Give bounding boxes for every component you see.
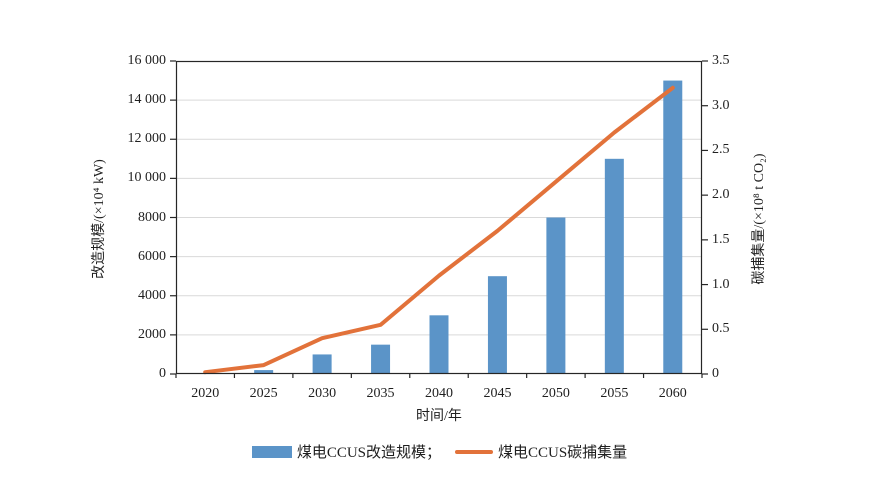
y-left-tick-label: 10 000: [127, 170, 167, 186]
trend-line: [203, 85, 675, 375]
x-axis-title: 时间/年: [416, 409, 462, 424]
y-right-tick-label: 0: [712, 366, 719, 381]
bar-2055: [604, 158, 624, 374]
y-right-tick-label: 0.5: [712, 321, 730, 337]
line-series-swatch: [455, 449, 493, 454]
y-right-tick-label: 2.5: [712, 142, 730, 158]
bar-2050: [546, 217, 566, 374]
x-tick-label: 2060: [658, 386, 687, 401]
bar-2040: [429, 315, 449, 374]
bar-2060: [663, 80, 683, 374]
y-right-tick-label: 1.0: [712, 276, 730, 292]
x-tick-label: 2040: [425, 386, 453, 401]
y-axis-right-title: 碳捕集量/(×10⁸ t CO₂): [752, 153, 767, 285]
legend-label-line-series: 煤电CCUS碳捕集量: [498, 445, 628, 461]
bar-2025: [254, 370, 274, 374]
bar-series-swatch: [251, 445, 292, 458]
y-right-tick-label: 3.5: [712, 53, 730, 68]
x-tick-label: 2035: [366, 386, 395, 401]
bar-2045: [487, 276, 507, 374]
y-left-tick-label: 8000: [138, 209, 166, 225]
legend: 煤电CCUS改造规模； 煤电CCUS碳捕集量: [0, 441, 879, 462]
x-tick-label: 2020: [191, 386, 220, 401]
plot-border: [175, 60, 703, 375]
x-tick-label: 2030: [308, 386, 337, 401]
bar-2035: [371, 344, 391, 374]
y-right-tick-label: 2.0: [712, 187, 730, 203]
y-left-tick-label: 12 000: [127, 131, 167, 147]
y-left-tick-label: 4000: [138, 287, 166, 303]
legend-label-bar-series: 煤电CCUS改造规模；: [296, 445, 441, 461]
y-right-tick-label: 1.5: [712, 231, 730, 247]
x-tick-label: 2045: [483, 386, 512, 401]
y-left-tick-label: 0: [159, 366, 166, 381]
bar-2030: [312, 354, 332, 374]
y-left-tick-label: 14 000: [127, 92, 167, 108]
x-tick-label: 2055: [600, 386, 629, 401]
y-right-tick-label: 3.0: [712, 97, 730, 113]
y-left-tick-label: 6000: [138, 248, 166, 264]
plot-area: [170, 60, 708, 378]
legend-item-line-series: 煤电CCUS碳捕集量: [455, 441, 627, 462]
x-tick-label: 2050: [541, 386, 570, 401]
y-left-tick-label: 2000: [138, 326, 166, 342]
x-tick-label: 2025: [249, 386, 278, 401]
y-left-tick-label: 16 000: [127, 53, 167, 68]
legend-item-bar-series: 煤电CCUS改造规模；: [251, 441, 441, 462]
